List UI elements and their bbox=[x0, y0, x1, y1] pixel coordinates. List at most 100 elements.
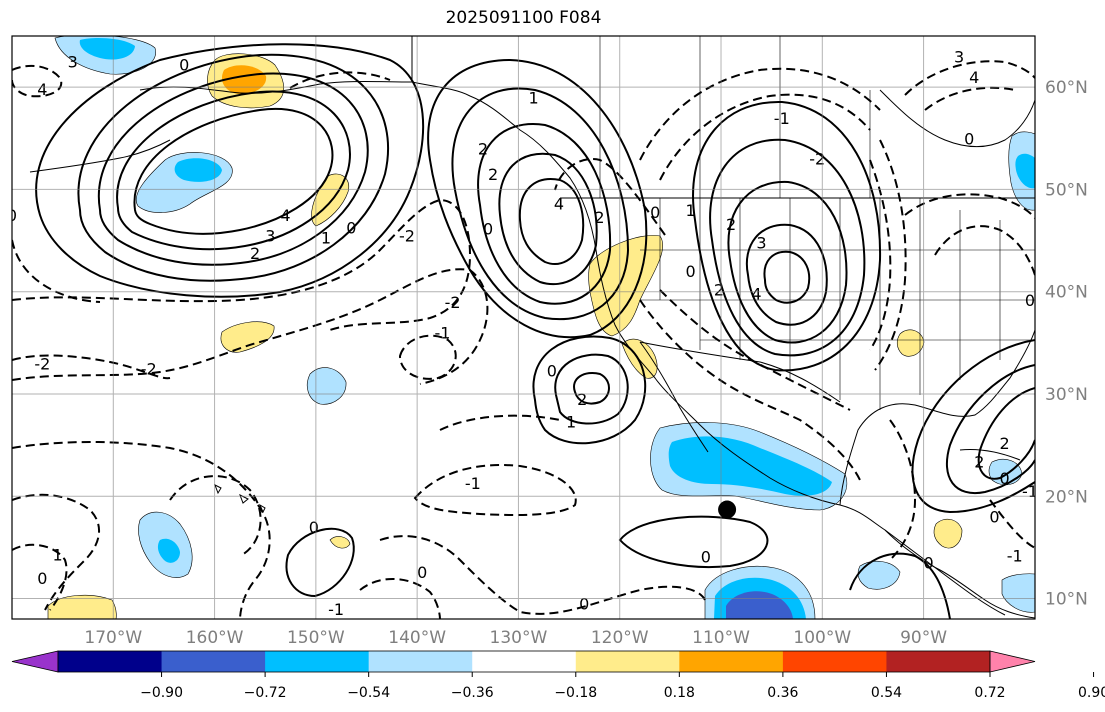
contour-alaska-ridge-1 bbox=[77, 53, 390, 282]
lat-tick-label: 30°N bbox=[1045, 385, 1088, 405]
contour-neg-1-south bbox=[359, 578, 441, 619]
latitude-labels: 60°N 50°N 40°N 30°N 20°N 10°N bbox=[1045, 78, 1088, 609]
colorbar-bin bbox=[161, 651, 266, 672]
contour-caribbean-0 bbox=[849, 552, 951, 619]
contour-label: 1 bbox=[686, 201, 696, 220]
contour-neg-baja-trough-2 bbox=[659, 289, 851, 411]
contour-label: 0 bbox=[417, 563, 427, 582]
contour-label: 1 bbox=[566, 413, 576, 432]
contour-pacific-high-2 bbox=[573, 372, 610, 405]
contour-neg-subtropical-2 bbox=[12, 198, 472, 331]
contour-west-coast-ridge-3 bbox=[498, 152, 598, 286]
shade-mid-pacific-yellow-2 bbox=[220, 321, 275, 353]
contour-label: 0 bbox=[7, 206, 17, 225]
contour-rockies-ridge-0 bbox=[692, 100, 882, 372]
contour-label: 0 bbox=[1025, 291, 1035, 310]
contour-neg-canada-2 bbox=[659, 93, 871, 181]
lon-tick-label: 100°W bbox=[793, 628, 851, 648]
shade-mid-pacific-blue bbox=[307, 367, 347, 405]
contour-west-coast-ridge-4 bbox=[518, 178, 585, 265]
colorbar-tick-label: 0.90 bbox=[1078, 685, 1105, 701]
contour-label: 0 bbox=[579, 595, 589, 614]
lat-tick-label: 20°N bbox=[1045, 487, 1088, 507]
graticule bbox=[12, 36, 1035, 619]
state-lines bbox=[640, 198, 1035, 410]
contour-label: 2 bbox=[974, 452, 984, 471]
contour-pacific-high-1 bbox=[554, 353, 629, 425]
lat-tick-label: 60°N bbox=[1045, 78, 1088, 98]
contour-label: -2 bbox=[809, 150, 825, 169]
contour-label: 0 bbox=[483, 219, 493, 238]
colorbar-bin bbox=[575, 651, 680, 672]
contour-label: 4 bbox=[554, 195, 564, 214]
contour-neg-small-ring bbox=[398, 334, 457, 380]
border-us-mexico bbox=[639, 341, 841, 403]
contour-pacific-high-0 bbox=[532, 335, 647, 445]
contour-label: 0 bbox=[701, 548, 711, 567]
contour-label: 2 bbox=[594, 208, 604, 227]
contour-label: 1 bbox=[52, 546, 62, 565]
shade-california-yellow bbox=[588, 235, 663, 337]
colorbar-extend-high bbox=[989, 650, 1036, 673]
contour-alaska-ridge-2 bbox=[97, 72, 369, 266]
contour-label: -1 bbox=[434, 324, 450, 343]
shade-florida-yellow bbox=[896, 329, 925, 357]
colorbar-tick-label: 0.54 bbox=[871, 685, 902, 701]
lon-tick-label: 160°W bbox=[186, 628, 244, 648]
contour-label: 0 bbox=[989, 508, 999, 527]
lat-tick-label: 10°N bbox=[1045, 590, 1088, 610]
contour-neg-baja-trough-1 bbox=[639, 299, 861, 481]
contour-label: 0 bbox=[547, 361, 557, 380]
contour-neg-caribbean-1 bbox=[989, 499, 1035, 549]
colorbar-tick-label: −0.90 bbox=[140, 685, 183, 701]
location-marker bbox=[718, 500, 737, 519]
shade-caribbean-yellow bbox=[933, 518, 963, 549]
shade-small-yellow bbox=[329, 536, 351, 549]
contour-neg-subtropical-1 bbox=[12, 268, 489, 385]
contour-gulf-stream-2 bbox=[977, 387, 1035, 480]
negative-contours bbox=[12, 60, 1035, 619]
colorbar-bin bbox=[265, 651, 370, 672]
contour-neg-1-east bbox=[413, 464, 577, 517]
contour-label: 1 bbox=[529, 88, 539, 107]
colorbar-bin bbox=[782, 651, 887, 672]
contour-rockies-ridge-3 bbox=[745, 223, 828, 326]
shade-caribbean-blue bbox=[857, 560, 901, 590]
colorbar-tick-label: 0.36 bbox=[767, 685, 798, 701]
contour-label: 2 bbox=[577, 390, 587, 409]
contour-rockies-ridge-4 bbox=[763, 250, 811, 304]
map-title: 2025091100 F084 bbox=[445, 8, 602, 28]
contour-label: 0 bbox=[650, 203, 660, 222]
contour-label: -1 bbox=[328, 600, 344, 619]
colorbar-tick-label: 0.72 bbox=[974, 685, 1005, 701]
contour-label: 3 bbox=[954, 47, 964, 66]
colorbar-tick-label: 0.18 bbox=[664, 685, 695, 701]
lon-tick-label: 90°W bbox=[900, 628, 947, 648]
shade-hawaii-cyan bbox=[157, 538, 180, 563]
contour-label: 0 bbox=[686, 262, 696, 281]
coastline-gulf bbox=[839, 329, 1035, 506]
contour-west-coast-ridge-1 bbox=[451, 87, 630, 321]
lon-tick-label: 170°W bbox=[84, 628, 142, 648]
colorbar-frame bbox=[57, 650, 991, 673]
contour-label: -1 bbox=[465, 474, 481, 493]
contour-alaska-ridge-3 bbox=[116, 90, 351, 251]
contour-neg-hawaii-ring bbox=[169, 475, 262, 557]
lon-tick-label: 140°W bbox=[388, 628, 446, 648]
lat-tick-label: 50°N bbox=[1045, 180, 1088, 200]
lon-tick-label: 150°W bbox=[287, 628, 345, 648]
map-frame bbox=[11, 35, 1036, 620]
contour-neg-0-south bbox=[379, 535, 706, 615]
central-america bbox=[884, 529, 1035, 619]
contour-gulf-stream-1 bbox=[945, 364, 1035, 495]
contour-label: 3 bbox=[756, 234, 766, 253]
cuba bbox=[959, 449, 1021, 461]
colorbar-bin bbox=[368, 651, 473, 672]
contour-label: 2 bbox=[250, 244, 260, 263]
contour-neg-east-trough bbox=[934, 225, 1035, 276]
coastline-aleutians bbox=[29, 139, 171, 173]
contour-neg-mid-ocean-1 bbox=[439, 414, 561, 431]
shade-nw-pacific-cyan bbox=[79, 38, 135, 60]
contour-neg-canada-east-4 bbox=[924, 86, 1016, 111]
shade-south-caribbean-blue bbox=[1001, 573, 1035, 613]
